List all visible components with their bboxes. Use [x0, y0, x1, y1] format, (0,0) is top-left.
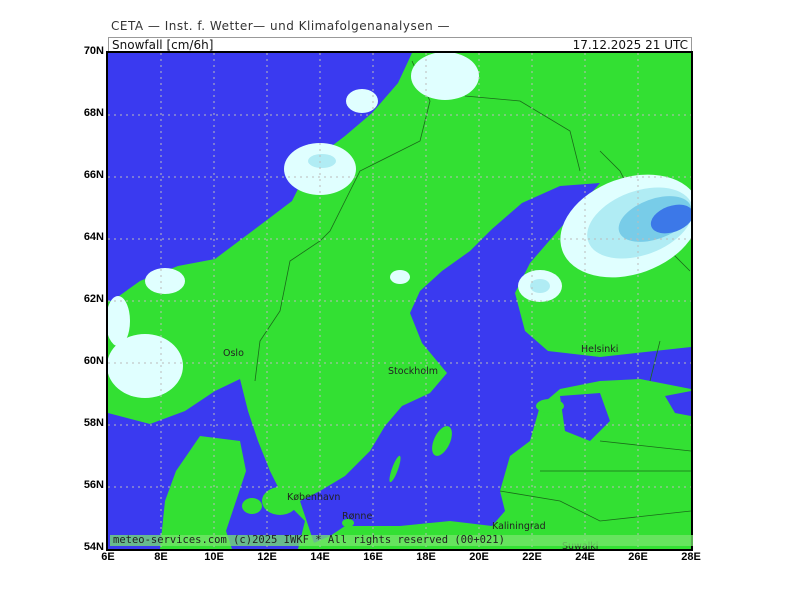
- lon-tick-label: 28E: [681, 551, 701, 563]
- lon-tick-label: 14E: [310, 551, 330, 563]
- lake-ladoga: [665, 391, 691, 416]
- lon-tick-label: 18E: [416, 551, 436, 563]
- gotland-island: [432, 426, 452, 456]
- city-label-helsinki: Helsinki: [581, 344, 619, 355]
- city-label-oslo: Oslo: [223, 348, 244, 359]
- baltic-sea: [300, 183, 691, 546]
- lat-tick-label: 66N: [83, 169, 104, 181]
- city-label-stockholm: Stockholm: [388, 366, 439, 377]
- snow-area: [530, 279, 550, 293]
- gulf-of-riga: [560, 393, 610, 441]
- snow-area: [411, 52, 479, 100]
- snow-area: [107, 334, 183, 398]
- snow-area: [145, 268, 185, 294]
- zealand-island: [262, 487, 298, 515]
- variable-label: Snowfall [cm/6h]: [112, 38, 214, 52]
- lat-tick-label: 60N: [83, 355, 104, 367]
- city-label-kobenhavn: København: [287, 492, 341, 503]
- lat-tick-label: 54N: [83, 541, 104, 553]
- map-area: [106, 51, 700, 551]
- snow-area: [308, 154, 336, 168]
- lat-tick-label: 58N: [83, 417, 104, 429]
- lat-tick-label: 62N: [83, 293, 104, 305]
- oland-island: [389, 455, 401, 483]
- lon-tick-label: 26E: [628, 551, 648, 563]
- saaremaa-island: [536, 399, 564, 413]
- snow-area: [390, 270, 410, 284]
- valid-time: 17.12.2025 21 UTC: [572, 38, 688, 52]
- city-label-suwalki: Suwalki: [562, 541, 599, 552]
- bornholm-island: [342, 519, 354, 527]
- lat-tick-label: 68N: [83, 107, 104, 119]
- snow-area: [346, 89, 378, 113]
- city-label-kaliningrad: Kaliningrad: [492, 521, 546, 532]
- institute-title: CETA — Inst. f. Wetter— und Klimafolgena…: [111, 19, 451, 33]
- city-label-ronne: Rønne: [342, 511, 373, 522]
- funen-island: [242, 498, 262, 514]
- lon-tick-label: 12E: [257, 551, 277, 563]
- lon-tick-label: 6E: [101, 551, 115, 563]
- lon-tick-label: 22E: [522, 551, 542, 563]
- copyright-footer: meteo-services.com (c)2025 IWKF * All ri…: [110, 535, 693, 546]
- lat-tick-label: 70N: [83, 45, 104, 57]
- lat-lon-grid: [108, 53, 691, 549]
- lon-tick-label: 20E: [469, 551, 489, 563]
- lat-tick-label: 64N: [83, 231, 104, 243]
- jutland: [160, 436, 246, 549]
- snow-area: [650, 204, 694, 234]
- map-svg: [106, 52, 700, 549]
- lon-tick-label: 16E: [363, 551, 383, 563]
- snow-area: [106, 296, 130, 346]
- lat-tick-label: 56N: [83, 479, 104, 491]
- lon-tick-label: 8E: [154, 551, 168, 563]
- lon-tick-label: 24E: [575, 551, 595, 563]
- lon-tick-label: 10E: [204, 551, 224, 563]
